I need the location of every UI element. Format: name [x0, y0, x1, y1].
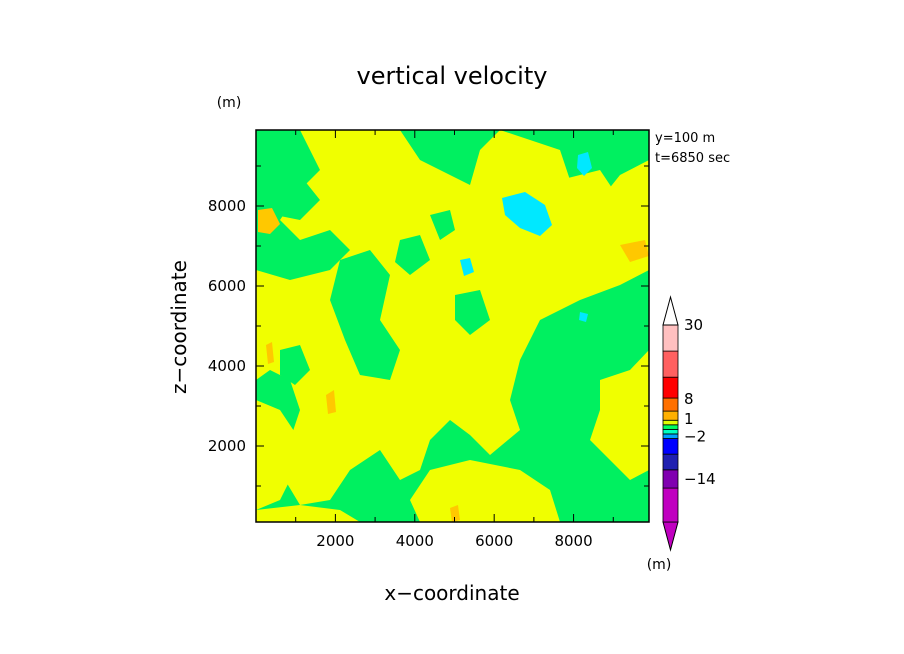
y-tick-label: 2000	[208, 437, 246, 455]
colorbar-segment	[662, 487, 679, 523]
y-tick-label: 8000	[208, 197, 246, 215]
colorbar-segment	[662, 410, 679, 421]
colorbar-label: −2	[684, 427, 706, 445]
contour-fill-cyan	[460, 258, 474, 276]
contour-fill-green	[455, 290, 490, 335]
y-tick-label: 4000	[208, 357, 246, 375]
colorbar-segment	[662, 350, 679, 378]
colorbar-segment	[662, 433, 679, 439]
contour-fill-yellow	[560, 170, 620, 230]
annotation-t: t=6850 sec	[655, 151, 730, 166]
colorbar-label: −14	[684, 470, 716, 488]
colorbar-segment	[662, 376, 679, 399]
annotation-y: y=100 m	[655, 131, 715, 146]
contour-plot-area: 2000 4000 6000 8000 2000 4000 6000 8000	[208, 129, 650, 550]
colorbar-segment	[662, 469, 679, 489]
contour-fill-green	[430, 210, 455, 240]
colorbar-segment	[662, 397, 679, 412]
y-axis-ticks: 2000 4000 6000 8000	[208, 165, 649, 487]
y-tick-label: 6000	[208, 277, 246, 295]
contour-fill-cyan	[502, 192, 552, 236]
y-axis-label: z−coordinate	[167, 260, 191, 394]
contour-fill-green	[395, 235, 430, 275]
chart-title: vertical velocity	[357, 62, 548, 90]
contour-fill-yellow	[256, 400, 300, 510]
x-tick-label: 2000	[316, 532, 354, 550]
contour-fill-green	[270, 175, 320, 220]
contour-fill-orange	[620, 240, 649, 262]
colorbar-segment	[662, 424, 679, 430]
contour-fill-yellow	[410, 460, 560, 522]
contour-fill-yellow	[256, 505, 360, 522]
colorbar-label: 30	[684, 316, 703, 334]
contour-fill-orange	[258, 208, 280, 234]
x-axis-label: x−coordinate	[384, 581, 519, 605]
x-tick-label: 6000	[475, 532, 513, 550]
contour-fill-yellow	[590, 350, 649, 480]
contour-fill-green	[280, 345, 310, 385]
colorbar-segment	[662, 453, 679, 471]
x-axis-ticks: 2000 4000 6000 8000	[295, 130, 614, 550]
contour-fill-orange	[326, 390, 336, 414]
colorbar-label: 8	[684, 390, 694, 408]
colorbar-segment	[662, 438, 679, 455]
colorbar: 30 8 1−2 −14	[662, 295, 716, 552]
y-axis-unit: (m)	[217, 95, 242, 111]
colorbar-label: 1	[684, 410, 694, 428]
colorbar-unit: (m)	[647, 557, 672, 573]
colorbar-max-arrow	[662, 295, 679, 326]
colorbar-segment	[662, 428, 679, 435]
x-tick-label: 8000	[554, 532, 592, 550]
contour-fill-orange	[450, 505, 460, 522]
contour-fill-cyan	[577, 152, 592, 176]
contour-fill-orange	[266, 342, 274, 364]
x-tick-label: 4000	[396, 532, 434, 550]
contour-fill-cyan	[579, 312, 588, 322]
colorbar-min-arrow	[662, 521, 679, 552]
colorbar-segment	[662, 324, 679, 352]
contour-fill-green	[330, 250, 400, 380]
colorbar-segment	[662, 419, 679, 426]
